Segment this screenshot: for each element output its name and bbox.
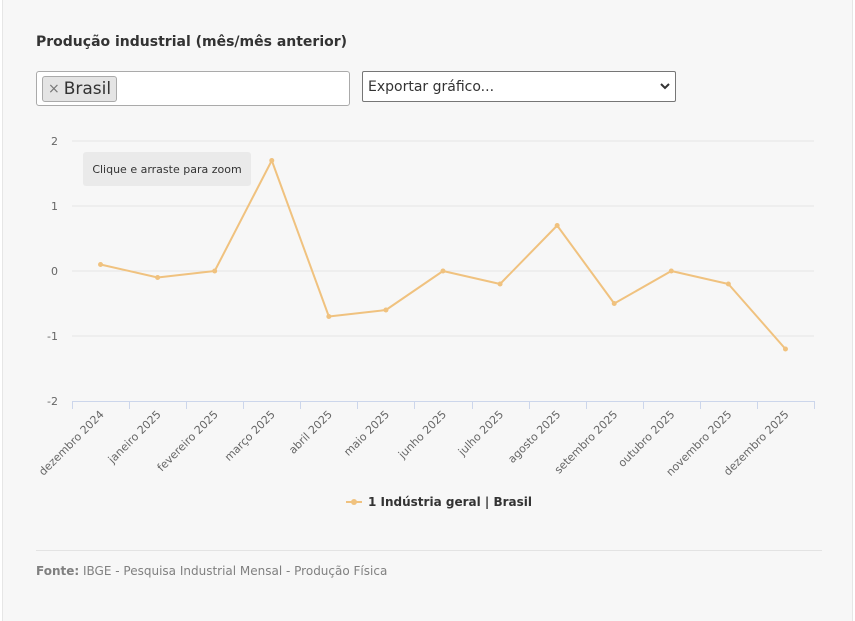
y-tick-label: -2 [47,395,58,408]
y-tick-label: 2 [51,135,58,148]
data-point[interactable] [383,307,389,313]
data-point[interactable] [440,268,446,274]
region-tag: × Brasil [42,76,118,102]
source-note: Fonte: IBGE - Pesquisa Industrial Mensal… [36,564,387,578]
export-select-label: Exportar gráfico... [368,78,495,95]
chart-title: Produção industrial (mês/mês anterior) [36,34,348,50]
region-filter-input[interactable]: × Brasil [36,71,350,106]
data-point[interactable] [782,346,788,352]
source-label: Fonte: [36,564,80,578]
data-point[interactable] [155,275,161,280]
x-tick-label: janeiro 2025 [105,408,164,467]
region-tag-label: Brasil [63,79,112,99]
chevron-down-icon [660,83,670,90]
x-tick-label: agosto 2025 [505,408,563,466]
x-tick-label: junho 2025 [395,408,449,462]
data-point[interactable] [269,158,275,163]
y-tick-label: 0 [51,265,58,278]
source-text: IBGE - Pesquisa Industrial Mensal - Prod… [83,564,388,578]
x-tick-label: outubro 2025 [616,408,678,470]
data-point[interactable] [212,268,218,274]
footer-divider [36,550,822,551]
data-point[interactable] [611,301,617,306]
export-chart-select[interactable]: Exportar gráfico... [362,71,676,102]
data-point[interactable] [98,262,104,267]
legend-series-label: 1 Indústria geral | Brasil [368,495,532,509]
x-tick-label: abril 2025 [286,408,335,457]
data-point[interactable] [326,314,332,319]
zoom-hint: Clique e arraste para zoom [83,152,251,186]
x-tick-label: maio 2025 [341,408,392,459]
y-tick-label: -1 [47,330,58,343]
data-point[interactable] [668,268,674,274]
data-point[interactable] [554,223,560,228]
x-tick-label: dezembro 2024 [36,408,106,478]
legend-series-marker [346,497,362,507]
y-tick-label: 1 [51,200,58,213]
series-line [100,159,787,350]
remove-tag-icon[interactable]: × [48,81,60,97]
x-tick-label: março 2025 [222,408,278,464]
x-tick-label: julho 2025 [455,408,506,459]
chart-legend[interactable]: 1 Indústria geral | Brasil [346,494,532,510]
data-point[interactable] [725,281,731,287]
x-tick-label: fevereiro 2025 [155,408,221,474]
data-point[interactable] [497,281,503,287]
